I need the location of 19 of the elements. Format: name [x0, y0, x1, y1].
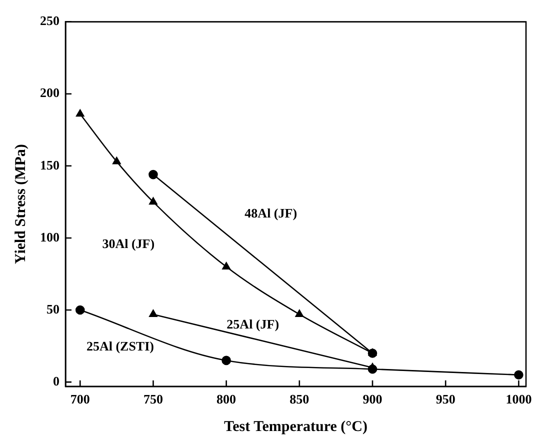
x-tick-label: 700: [70, 392, 90, 407]
y-axis-title: Yield Stress (MPa): [12, 144, 29, 264]
y-tick-label: 50: [46, 301, 60, 316]
x-tick-label: 750: [143, 392, 163, 407]
x-tick-label: 800: [216, 392, 236, 407]
x-tick-label: 950: [436, 392, 456, 407]
x-tick-label: 900: [362, 392, 382, 407]
y-tick-label: 150: [40, 157, 60, 172]
y-tick-label: 100: [40, 229, 60, 244]
y-tick-label: 0: [53, 373, 60, 388]
series-label: 30Al (JF): [102, 236, 155, 252]
series-label: 25Al (ZSTI): [86, 338, 154, 354]
y-tick-label: 200: [40, 85, 60, 100]
y-tick-label: 250: [40, 13, 60, 28]
series-label: 25Al (JF): [226, 316, 280, 332]
x-axis-title: Test Temperature (°C): [224, 418, 368, 435]
series-label: 48Al (JF): [244, 205, 298, 220]
x-tick-label: 1000: [506, 392, 532, 407]
x-tick-label: 850: [290, 392, 310, 407]
